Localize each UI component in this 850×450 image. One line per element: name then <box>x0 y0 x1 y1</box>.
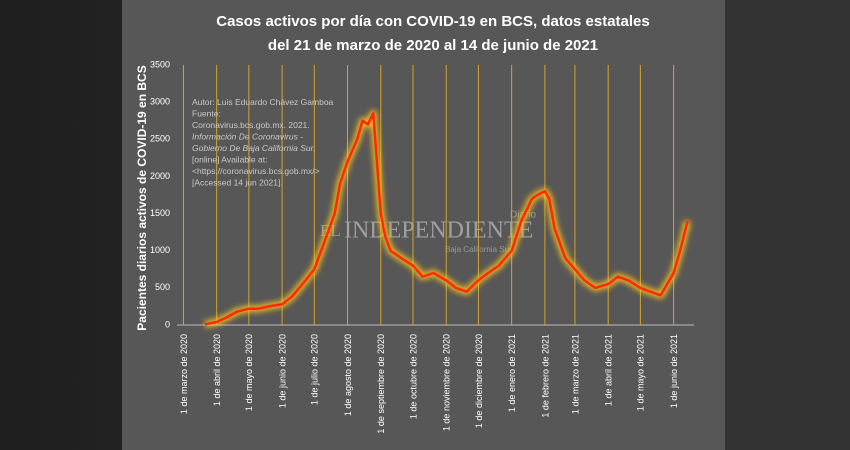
x-tick-label: 1 de febrero de 2021 <box>540 334 550 418</box>
annotation-line: Coronavirus.bcs.gob.mx. 2021. <box>192 120 310 130</box>
annotation-line: Información De Coronavirus - <box>192 132 303 142</box>
y-tick-label: 1500 <box>150 208 170 218</box>
x-tick-label: 1 de octubre de 2020 <box>408 334 418 419</box>
annotation-line: [online] Available at: <box>192 155 267 165</box>
annotation-line: Autor: Luis Eduardo Chávez Gamboa <box>192 97 334 107</box>
chart-title: Casos activos por día con COVID-19 en BC… <box>216 13 649 30</box>
x-tick-label: 1 de junio de 2020 <box>277 334 287 408</box>
y-tick-label: 0 <box>165 319 170 329</box>
x-tick-label: 1 de mayo de 2021 <box>636 334 646 411</box>
x-tick-label: 1 de marzo de 2020 <box>179 334 189 414</box>
annotation-line: Gobierno De Baja California Sur. <box>192 143 315 153</box>
y-tick-label: 1000 <box>150 245 170 255</box>
y-tick-label: 2500 <box>150 134 170 144</box>
background-right <box>725 0 850 450</box>
annotation: Autor: Luis Eduardo Chávez Gamboa Fuente:… <box>192 97 334 188</box>
x-tick-label: 1 de diciembre de 2020 <box>474 334 484 428</box>
watermark-name: INDEPENDIENTE <box>344 218 533 244</box>
y-tick-label: 3500 <box>150 59 170 69</box>
x-tick-label: 1 de marzo de 2021 <box>570 334 580 414</box>
x-tick-label: 1 de mayo de 2020 <box>244 334 254 411</box>
annotation-line: Fuente: <box>192 109 221 119</box>
panel <box>122 0 725 450</box>
x-tick-label: 1 de agosto de 2020 <box>343 334 353 416</box>
x-tick-label: 1 de septiembre de 2020 <box>376 334 386 434</box>
y-axis-label: Pacientes diarios activos de COVID-19 en… <box>135 65 149 330</box>
x-tick-label: 1 de abril de 2020 <box>212 334 222 406</box>
x-tick-label: 1 de enero de 2021 <box>507 334 517 412</box>
y-tick-label: 3000 <box>150 97 170 107</box>
annotation-line: <https://coronavirus.bcs.gob.mx/> <box>192 166 320 176</box>
annotation-line: [Accessed 14 jun 2021]. <box>192 178 283 188</box>
y-tick-label: 2000 <box>150 171 170 181</box>
x-tick-label: 1 de julio de 2020 <box>310 334 320 405</box>
x-tick-label: 1 de noviembre de 2020 <box>442 334 452 431</box>
y-tick-label: 500 <box>155 282 170 292</box>
line <box>204 112 689 326</box>
x-tick-label: 1 de abril de 2021 <box>604 334 614 406</box>
chart-subtitle: del 21 de marzo de 2020 al 14 de junio d… <box>268 37 598 54</box>
x-tick-label: 1 de junio de 2021 <box>669 334 679 408</box>
